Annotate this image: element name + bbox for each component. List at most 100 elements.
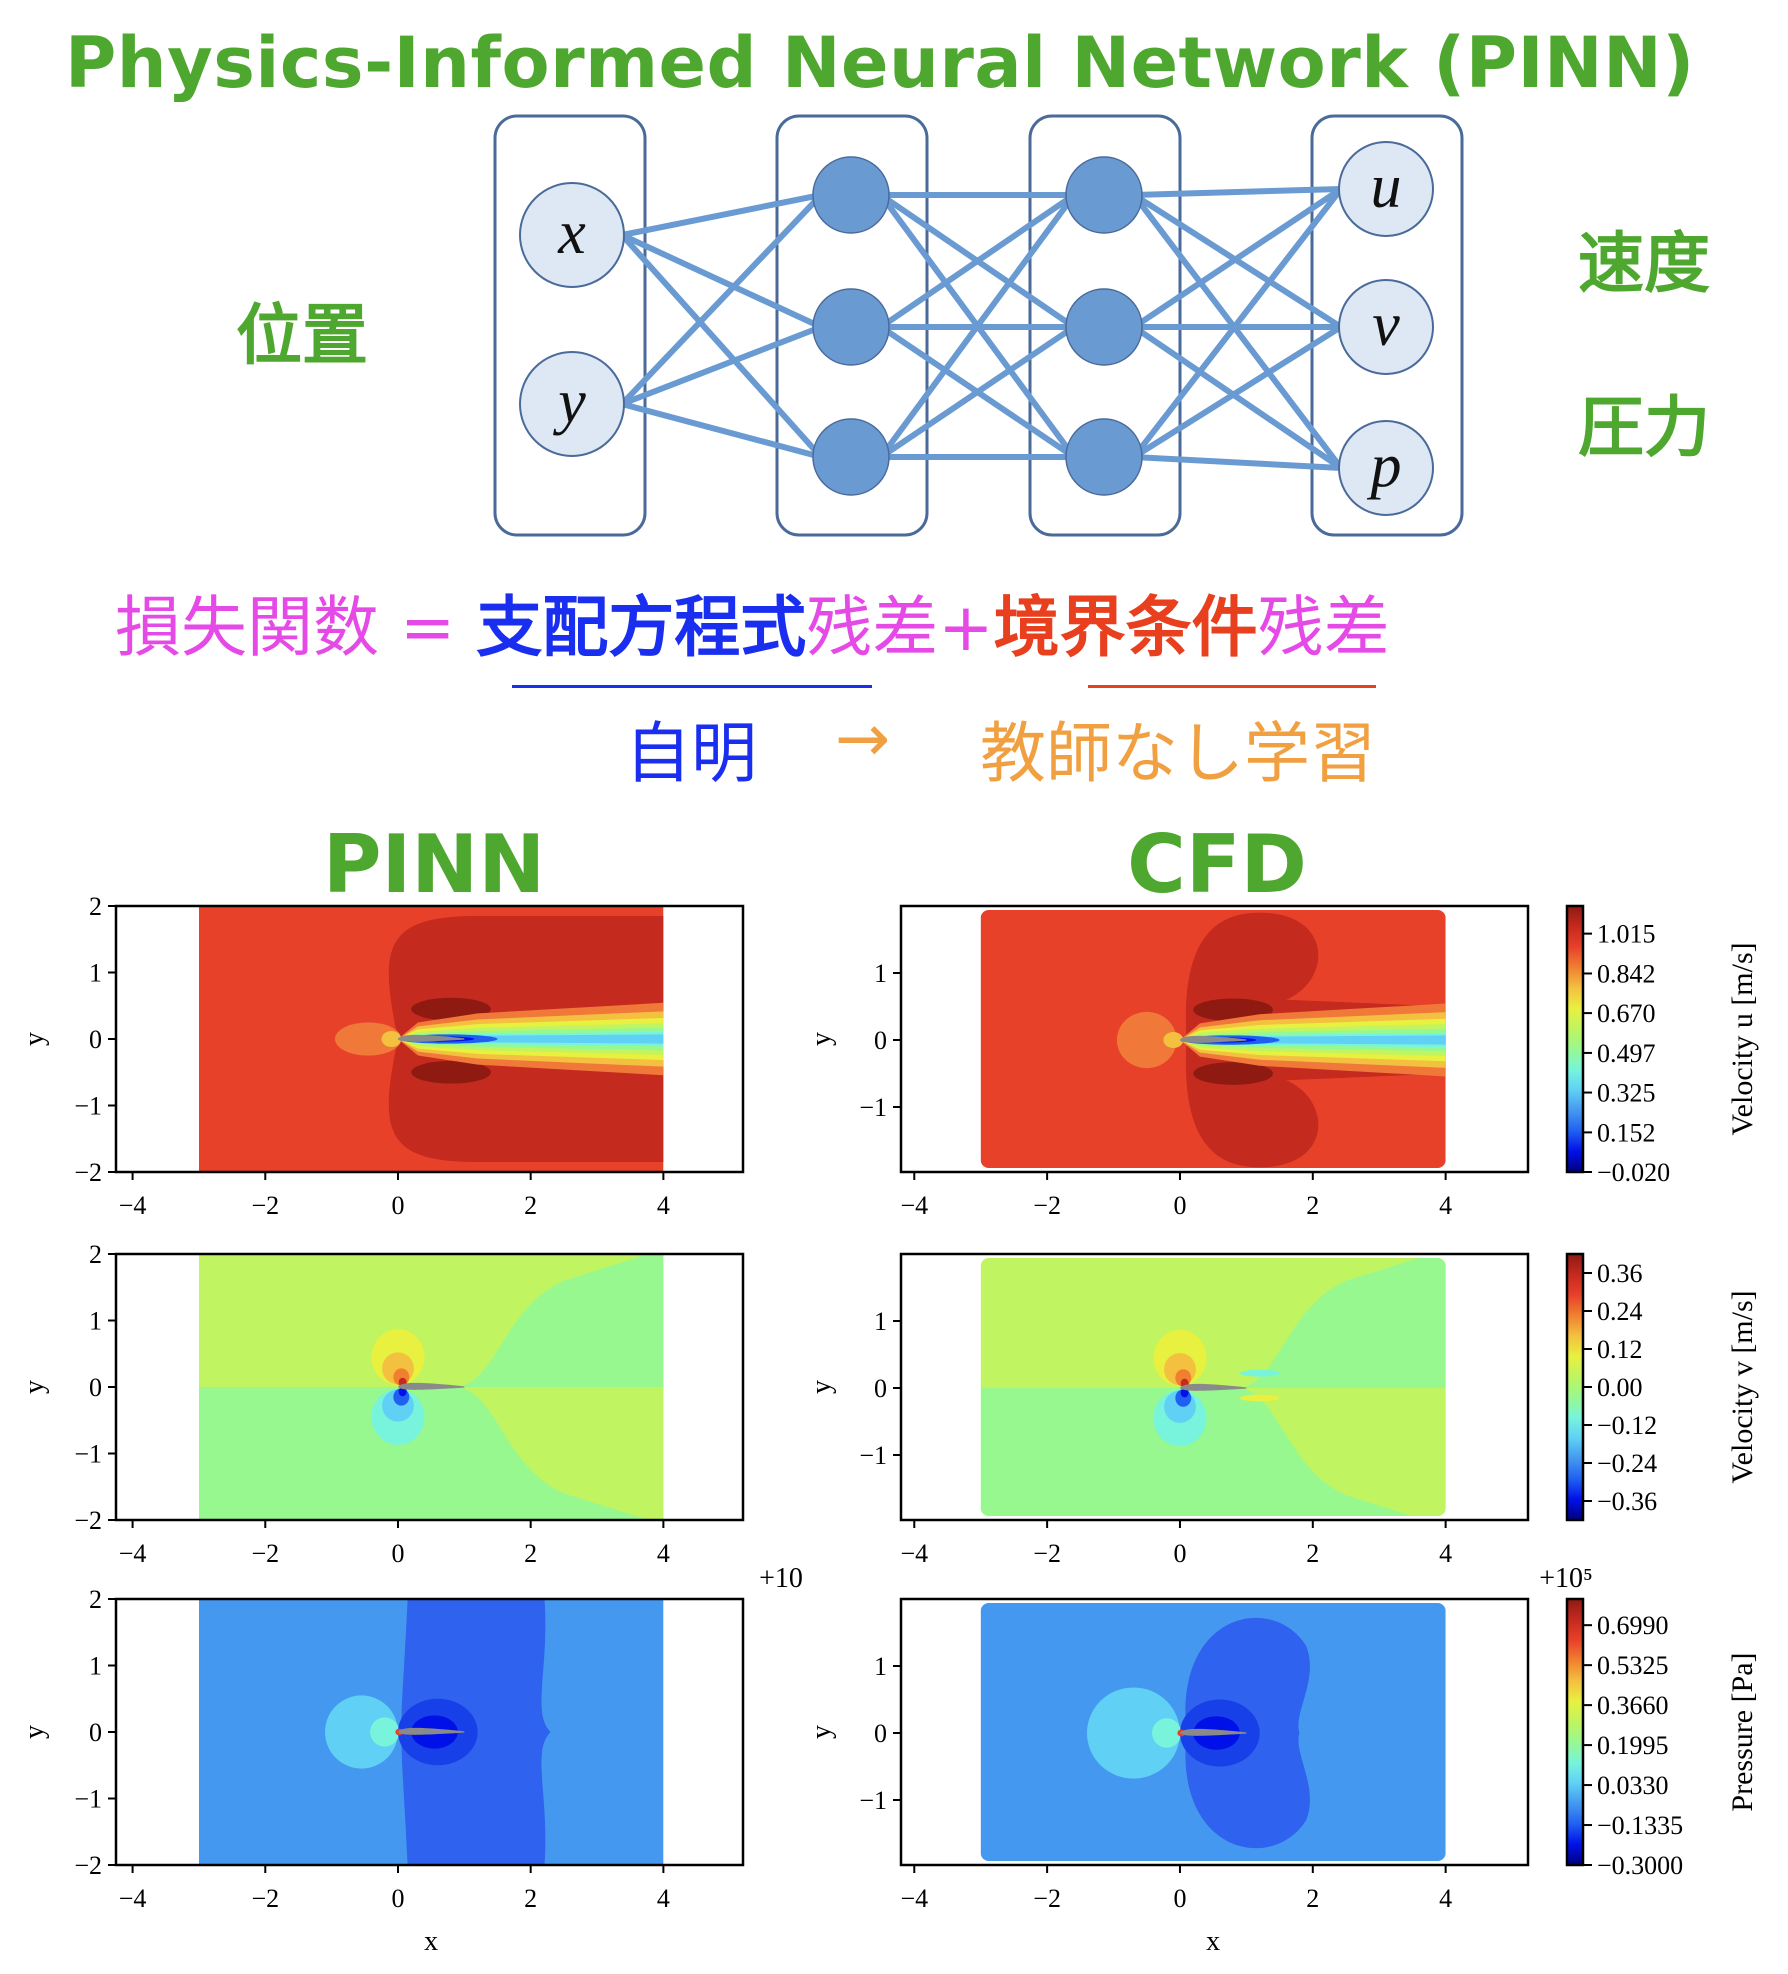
y-axis-label: y bbox=[806, 1032, 837, 1046]
y-tick-label: 0 bbox=[874, 1026, 887, 1055]
colorbar-label: Velocity u [m/s] bbox=[1726, 942, 1759, 1135]
field-lower-right bbox=[1239, 1388, 1446, 1516]
y-tick-label: 2 bbox=[89, 1585, 102, 1614]
x-tick-label: 2 bbox=[524, 1884, 537, 1913]
wake-vortex-upper bbox=[1239, 1369, 1280, 1377]
x-tick-label: −4 bbox=[900, 1191, 928, 1220]
colorbar-tick-label: −0.3000 bbox=[1597, 1851, 1683, 1880]
colorbar-tick-label: 0.325 bbox=[1597, 1079, 1656, 1108]
hidden-node bbox=[812, 288, 890, 366]
input-node bbox=[519, 351, 625, 457]
field-v bbox=[980, 1258, 1446, 1516]
axes-frame bbox=[899, 1252, 1530, 1522]
y-tick-label: 1 bbox=[89, 959, 102, 988]
airfoil-shape bbox=[397, 1382, 465, 1390]
x-tick-label: 0 bbox=[1173, 1884, 1186, 1913]
plot-pinn-p: −4 −2 0 2 4 −2 −1 0 1 2 y x +10 bbox=[19, 1563, 803, 1957]
x-tick-label: −4 bbox=[119, 1884, 147, 1913]
y-tick-label: −1 bbox=[74, 1092, 102, 1121]
network-edge bbox=[878, 193, 1077, 459]
offset-label: +10⁵ bbox=[1539, 1563, 1593, 1594]
wake-vortex-lower bbox=[1239, 1394, 1280, 1402]
boundary-condition-term: 境界条件 bbox=[993, 589, 1258, 666]
y-axis-label: y bbox=[806, 1725, 837, 1739]
loss-plus: + bbox=[938, 589, 994, 666]
x-tick-label: 0 bbox=[1173, 1539, 1186, 1568]
x-tick-label: −2 bbox=[1033, 1191, 1061, 1220]
hidden-node bbox=[1065, 288, 1143, 366]
contour-plots: −4 −2 0 2 4 −2 −1 0 1 2 y −4 −2 0 2 4 −1 0 1 y 1.015 0.842 0.6… bbox=[19, 892, 1759, 1957]
network-edge bbox=[1131, 193, 1344, 470]
colorbar-tick-label: −0.020 bbox=[1597, 1158, 1670, 1187]
input-label-x: x bbox=[557, 199, 586, 267]
colorbar-tick-label: 0.842 bbox=[1597, 959, 1656, 988]
stagnation-core bbox=[1152, 1718, 1182, 1748]
plot-cfd-v: −4 −2 0 2 4 −1 0 1 y bbox=[806, 1252, 1530, 1568]
offset-label: +10 bbox=[759, 1563, 803, 1594]
x-tick-label: 4 bbox=[657, 1191, 670, 1220]
output-label-velocity: 速度 bbox=[1578, 225, 1710, 302]
plot-cfd-u: −4 −2 0 2 4 −1 0 1 y bbox=[806, 904, 1530, 1220]
y-tick-label: 2 bbox=[89, 892, 102, 921]
network-edge bbox=[620, 232, 823, 330]
plot-pinn-u: −4 −2 0 2 4 −2 −1 0 1 2 y bbox=[19, 892, 745, 1220]
output-node bbox=[1338, 279, 1434, 375]
x-tick-label: −2 bbox=[251, 1884, 279, 1913]
output-label-u: u bbox=[1371, 153, 1402, 221]
network-edge bbox=[1132, 324, 1343, 471]
loss-equals: = bbox=[399, 589, 456, 666]
stagnation-core bbox=[370, 1717, 400, 1747]
colorbar-tick-label: 0.3660 bbox=[1597, 1691, 1669, 1720]
x-tick-label: 4 bbox=[1439, 1191, 1452, 1220]
y-tick-label: 1 bbox=[874, 1652, 887, 1681]
network-edge bbox=[620, 324, 823, 407]
network-edge bbox=[1133, 454, 1342, 471]
field-p bbox=[980, 1603, 1446, 1861]
layer-box-0 bbox=[493, 114, 647, 537]
stagnation-pressure-region bbox=[325, 1695, 398, 1769]
field-upper-right bbox=[457, 1254, 664, 1387]
colorbar-v: 0.36 0.24 0.12 0.00 −0.12 −0.24 −0.36 Velocity … bbox=[1565, 1252, 1759, 1522]
network-edge bbox=[619, 232, 824, 460]
residual-2: 残差 bbox=[1257, 589, 1390, 666]
colorbar-tick-label: 0.497 bbox=[1597, 1039, 1656, 1068]
field-p bbox=[198, 1599, 664, 1865]
y-tick-label: 2 bbox=[89, 1240, 102, 1269]
network-edge bbox=[621, 192, 822, 238]
y-axis-label: y bbox=[19, 1725, 50, 1739]
y-tick-label: −1 bbox=[859, 1093, 887, 1122]
x-tick-label: −4 bbox=[900, 1539, 928, 1568]
y-axis-label: y bbox=[19, 1380, 50, 1394]
colorbar-tick-label: 0.24 bbox=[1597, 1297, 1643, 1326]
velocity-lobe-lower bbox=[411, 1060, 491, 1084]
governing-underline bbox=[512, 685, 872, 688]
network-edge bbox=[1133, 186, 1342, 198]
y-tick-label: 0 bbox=[89, 1025, 102, 1054]
y-tick-label: −1 bbox=[74, 1440, 102, 1469]
airfoil-shape bbox=[1179, 1035, 1247, 1043]
x-tick-label: 4 bbox=[657, 1884, 670, 1913]
unsupervised-learning-label: 教師なし学習 bbox=[980, 715, 1376, 792]
stagnation-core bbox=[381, 1031, 402, 1047]
field-upper-right bbox=[1239, 1258, 1446, 1389]
y-tick-label: −2 bbox=[74, 1851, 102, 1880]
output-node bbox=[1338, 420, 1434, 516]
y-tick-label: 0 bbox=[89, 1718, 102, 1747]
stagnation-region bbox=[1116, 1011, 1177, 1069]
plot-pinn-v: −4 −2 0 2 4 −2 −1 0 1 2 y bbox=[19, 1240, 745, 1568]
x-tick-label: 4 bbox=[1439, 1884, 1452, 1913]
x-tick-label: 0 bbox=[391, 1539, 404, 1568]
x-tick-label: −2 bbox=[1033, 1539, 1061, 1568]
hidden-node bbox=[812, 418, 890, 496]
output-label-v: v bbox=[1372, 291, 1400, 359]
colorbar-p: 0.6990 0.5325 0.3660 0.1995 0.0330 −0.1335 −0.… bbox=[1565, 1597, 1759, 1880]
y-tick-label: −1 bbox=[859, 1441, 887, 1470]
y-tick-label: 1 bbox=[89, 1307, 102, 1336]
network-edge bbox=[621, 401, 822, 460]
colorbar-label: Pressure [Pa] bbox=[1726, 1652, 1759, 1811]
y-tick-label: −2 bbox=[74, 1506, 102, 1535]
field-u bbox=[980, 910, 1446, 1168]
network-edge bbox=[879, 192, 1076, 330]
hidden-node bbox=[1065, 418, 1143, 496]
x-tick-label: 2 bbox=[524, 1191, 537, 1220]
